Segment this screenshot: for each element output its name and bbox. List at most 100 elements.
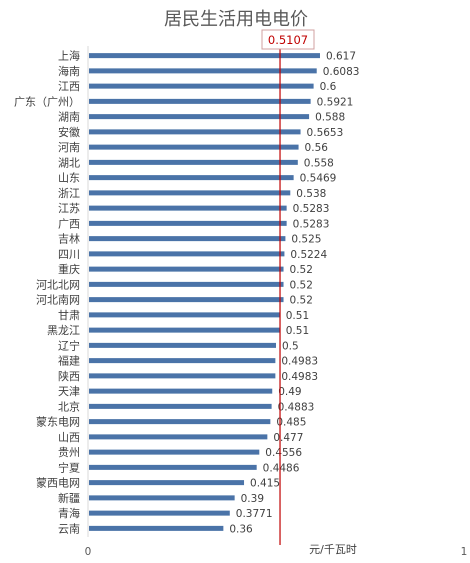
reference-label-box xyxy=(261,29,315,50)
bar xyxy=(89,480,245,486)
category-label: 海南 xyxy=(58,64,80,78)
bar xyxy=(89,510,230,516)
category-label: 贵州 xyxy=(58,446,80,459)
data-label: 0.39 xyxy=(241,493,264,505)
bar xyxy=(89,129,301,135)
data-label: 0.5 xyxy=(282,340,299,352)
data-label: 0.525 xyxy=(291,234,321,246)
bar xyxy=(89,464,257,470)
bar xyxy=(89,98,311,104)
bar xyxy=(89,312,280,318)
data-label: 0.558 xyxy=(304,157,334,169)
x-tick-label-min: 0 xyxy=(85,546,92,558)
category-label: 蒙西电网 xyxy=(36,477,80,490)
data-label: 0.52 xyxy=(290,295,313,307)
bar xyxy=(89,297,284,303)
category-label: 青海 xyxy=(58,506,80,520)
category-label: 天津 xyxy=(58,385,80,398)
category-label: 湖北 xyxy=(58,156,80,169)
category-label: 四川 xyxy=(58,248,80,261)
plot-area: 上海 0.617 海南 0.6083 江西 0.6 广东（广州） 0.5921 湖南 0.588 安… xyxy=(14,29,360,545)
category-label: 江苏 xyxy=(58,202,80,215)
category-label: 浙江 xyxy=(58,187,80,200)
data-label: 0.4983 xyxy=(281,371,318,383)
data-label: 0.6083 xyxy=(323,66,360,78)
category-label: 广西 xyxy=(58,217,80,230)
bar xyxy=(89,525,224,531)
category-label: 新疆 xyxy=(58,491,80,505)
bar xyxy=(89,236,286,242)
data-label: 0.5283 xyxy=(293,218,330,230)
reference-label: 0.5107 xyxy=(268,33,308,47)
bar xyxy=(89,251,285,257)
category-label: 江西 xyxy=(58,80,80,93)
category-label: 陕西 xyxy=(58,369,80,383)
bar xyxy=(89,144,299,150)
category-label: 山东 xyxy=(58,172,80,185)
bar xyxy=(89,388,273,394)
bar xyxy=(89,495,235,501)
data-label: 0.51 xyxy=(286,325,309,337)
category-label: 福建 xyxy=(58,354,80,368)
data-label: 0.477 xyxy=(273,432,303,444)
category-label: 河南 xyxy=(58,141,80,154)
data-label: 0.538 xyxy=(296,188,326,200)
bar xyxy=(89,327,280,333)
bar xyxy=(89,175,294,181)
category-label: 上海 xyxy=(58,49,80,63)
data-label: 0.485 xyxy=(276,417,306,429)
category-label: 辽宁 xyxy=(58,338,80,352)
category-label: 宁夏 xyxy=(58,460,80,474)
data-label: 0.588 xyxy=(315,112,345,124)
data-label: 0.3771 xyxy=(236,508,273,520)
bar xyxy=(89,419,271,425)
category-label: 河北南网 xyxy=(36,294,80,307)
bar xyxy=(89,83,314,89)
bar xyxy=(89,205,287,211)
data-label: 0.5283 xyxy=(293,203,330,215)
data-label: 0.5469 xyxy=(300,173,337,185)
category-label: 云南 xyxy=(58,522,80,535)
category-label: 湖南 xyxy=(58,111,80,124)
bar xyxy=(89,403,272,409)
category-label: 北京 xyxy=(58,399,80,413)
category-label: 广东（广州） xyxy=(14,95,80,108)
category-label: 黑龙江 xyxy=(47,324,80,337)
bar xyxy=(89,449,260,455)
data-label: 0.5653 xyxy=(307,127,344,139)
category-label: 重庆 xyxy=(58,262,80,276)
data-label: 0.617 xyxy=(326,51,356,63)
bar xyxy=(89,358,276,364)
bar xyxy=(89,190,291,196)
unit-label: 元/千瓦时 xyxy=(309,543,357,556)
data-label: 0.52 xyxy=(290,279,313,291)
category-label: 吉林 xyxy=(58,232,80,246)
data-label: 0.4883 xyxy=(278,401,315,413)
category-label: 山西 xyxy=(58,431,80,444)
bar xyxy=(89,114,310,120)
bar xyxy=(89,342,276,348)
category-label: 蒙东电网 xyxy=(36,416,80,429)
data-label: 0.6 xyxy=(320,81,337,93)
bar xyxy=(89,434,268,440)
bar xyxy=(89,220,287,226)
bar xyxy=(89,373,276,379)
bar xyxy=(89,68,317,74)
data-label: 0.5921 xyxy=(317,96,354,108)
data-label: 0.5224 xyxy=(290,249,327,261)
bar xyxy=(89,53,320,59)
category-label: 安徽 xyxy=(58,125,80,139)
data-label: 0.56 xyxy=(305,142,329,154)
chart-title: 居民生活用电电价 xyxy=(164,9,308,30)
data-label: 0.52 xyxy=(290,264,313,276)
category-label: 甘肃 xyxy=(58,309,80,322)
x-tick-label-max: 1 xyxy=(461,546,468,558)
data-label: 0.4983 xyxy=(281,356,318,368)
bar xyxy=(89,159,298,165)
category-label: 河北北网 xyxy=(36,278,80,291)
data-label: 0.4556 xyxy=(265,447,302,459)
data-label: 0.49 xyxy=(278,386,301,398)
data-label: 0.4486 xyxy=(263,462,300,474)
